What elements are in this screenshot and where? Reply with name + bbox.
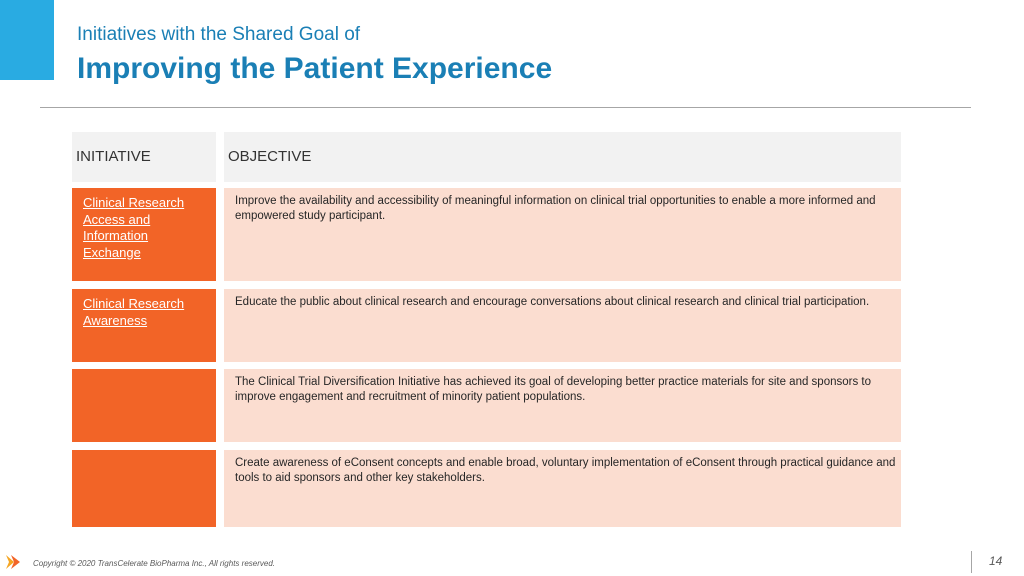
slide-title: Improving the Patient Experience (77, 52, 553, 85)
objective-cell: Improve the availability and accessibili… (224, 188, 901, 281)
objective-cell: The Clinical Trial Diversification Initi… (224, 369, 901, 442)
slide-subtitle: Initiatives with the Shared Goal of (77, 24, 361, 45)
initiative-cell (72, 369, 216, 442)
accent-block (0, 0, 54, 80)
page-number: 14 (989, 554, 1003, 568)
objective-cell: Create awareness of eConsent concepts an… (224, 450, 901, 527)
initiative-link-access-information-exchange[interactable]: Clinical Research Access and Information… (83, 195, 185, 260)
objective-column-header: OBJECTIVE (224, 132, 901, 182)
copyright-text: Copyright © 2020 TransCelerate BioPharma… (33, 559, 275, 568)
initiative-cell (72, 450, 216, 527)
initiative-cell: Clinical Research Access and Information… (72, 188, 216, 281)
objective-cell: Educate the public about clinical resear… (224, 289, 901, 362)
initiative-link-research-awareness[interactable]: Clinical Research Awareness (83, 296, 185, 328)
footer-divider (971, 551, 972, 573)
initiative-column-header: INITIATIVE (72, 132, 216, 182)
initiative-cell: Clinical Research Awareness (72, 289, 216, 362)
header-divider (40, 107, 971, 108)
transcelerate-logo-icon (6, 555, 20, 569)
